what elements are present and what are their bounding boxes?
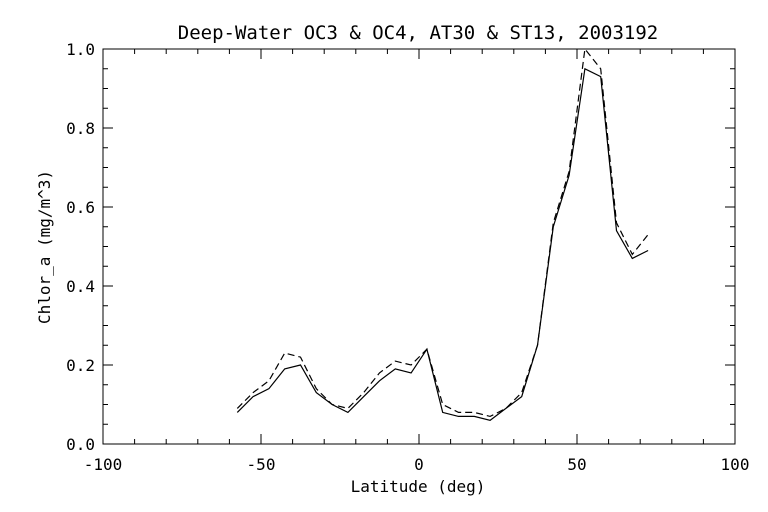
y-tick-label: 0.0	[66, 435, 95, 454]
y-tick-label: 0.4	[66, 277, 95, 296]
x-tick-label: -50	[247, 455, 276, 474]
series-line-dashed	[236, 47, 649, 418]
x-tick-label: 100	[721, 455, 750, 474]
chart-title: Deep-Water OC3 & OC4, AT30 & ST13, 20031…	[178, 22, 658, 44]
y-tick-labels: 0.0 0.2 0.4 0.6 0.8 1.0	[66, 40, 95, 454]
x-tick-label: -100	[84, 455, 123, 474]
y-axis-label: Chlor_a (mg/m^3)	[35, 170, 54, 324]
plot-frame	[102, 48, 736, 445]
axis-ticks	[102, 48, 736, 445]
y-tick-label: 0.6	[66, 198, 95, 217]
y-tick-label: 0.2	[66, 356, 95, 375]
x-tick-label: 0	[414, 455, 424, 474]
x-tick-labels: -100 -50 0 50 100	[84, 455, 750, 474]
y-tick-label: 1.0	[66, 40, 95, 59]
series-group	[236, 47, 649, 421]
series-line-solid	[236, 67, 649, 421]
x-tick-label: 50	[567, 455, 586, 474]
y-tick-label: 0.8	[66, 119, 95, 138]
x-axis-label: Latitude (deg)	[351, 477, 486, 496]
